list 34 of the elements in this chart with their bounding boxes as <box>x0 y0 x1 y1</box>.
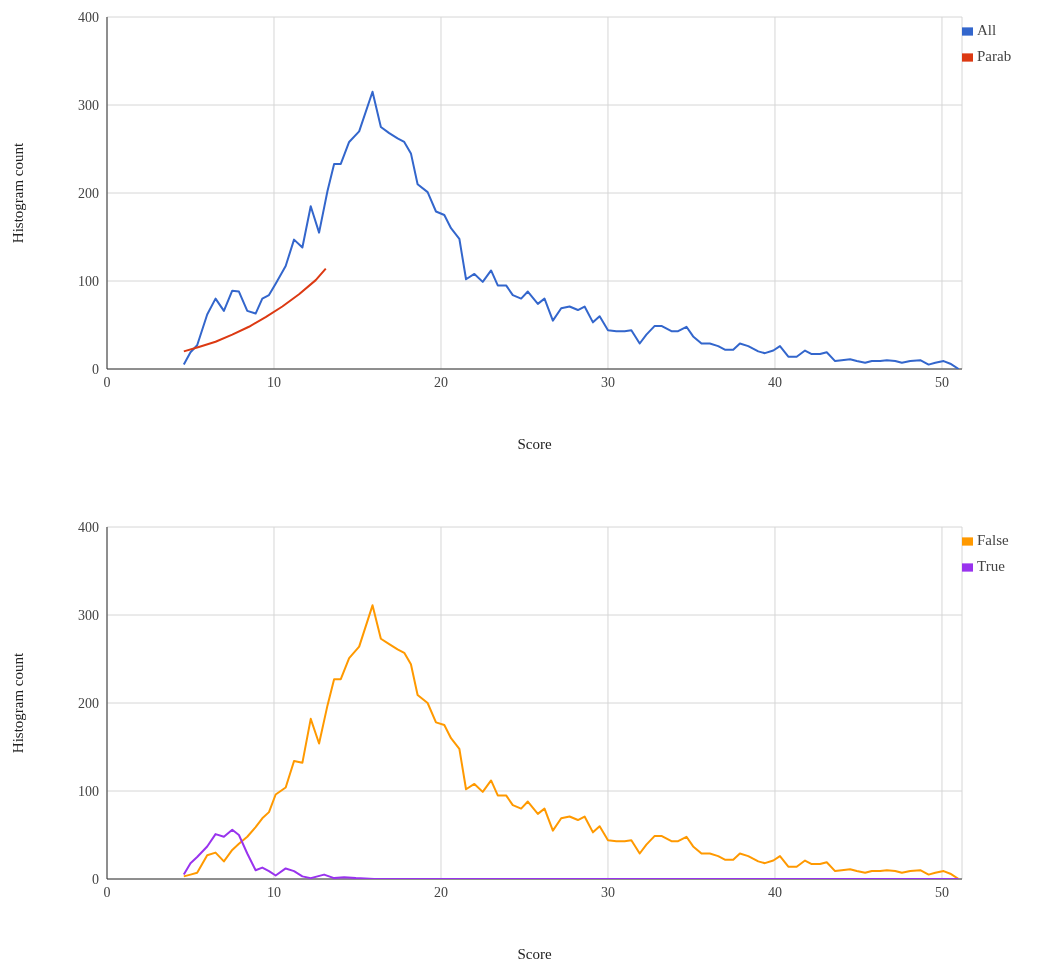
x-tick-label: 30 <box>600 374 615 390</box>
x-tick-label: 40 <box>767 884 782 900</box>
y-tick-label: 200 <box>78 695 99 711</box>
y-tick-label: 100 <box>78 273 99 289</box>
y-tick-label: 0 <box>92 361 99 377</box>
legend-label: True <box>977 558 1005 574</box>
x-axis-title: Score <box>517 436 552 452</box>
y-tick-label: 300 <box>78 607 99 623</box>
y-tick-label: 100 <box>78 783 99 799</box>
x-tick-label: 0 <box>103 374 111 390</box>
y-axis-title: Histogram count <box>10 651 27 754</box>
x-tick-label: 50 <box>934 884 949 900</box>
line-series <box>182 267 327 353</box>
y-tick-label: 200 <box>78 185 99 201</box>
x-tick-label: 20 <box>433 374 448 390</box>
legend-label: Parab <box>977 48 1012 64</box>
legend-label: False <box>977 532 1009 548</box>
legend-label: All <box>977 22 997 38</box>
line-series <box>182 828 960 879</box>
y-axis-title: Histogram count <box>10 141 27 244</box>
x-tick-label: 20 <box>433 884 448 900</box>
x-tick-label: 40 <box>767 374 782 390</box>
y-tick-label: 0 <box>92 871 99 887</box>
x-tick-label: 30 <box>600 884 615 900</box>
y-tick-label: 400 <box>78 519 99 535</box>
x-tick-label: 0 <box>103 884 111 900</box>
y-tick-label: 300 <box>78 97 99 113</box>
x-tick-label: 10 <box>266 374 281 390</box>
line-series <box>182 604 960 879</box>
x-tick-label: 50 <box>934 374 949 390</box>
y-tick-label: 400 <box>78 9 99 25</box>
line-series <box>182 90 960 369</box>
x-axis-title: Score <box>517 946 552 962</box>
x-tick-label: 10 <box>266 884 281 900</box>
